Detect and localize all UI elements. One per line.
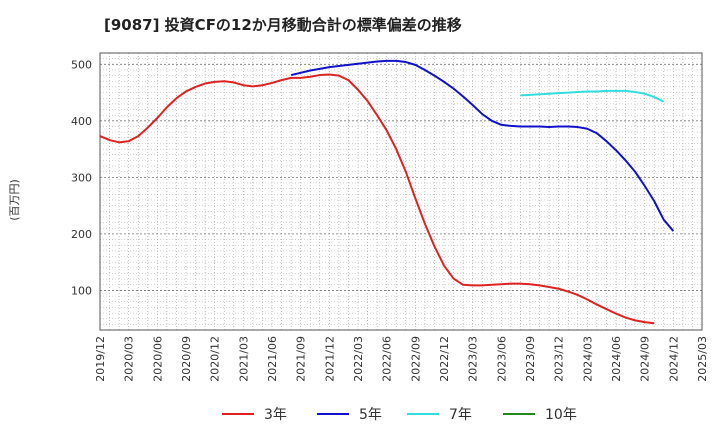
x-tick-label: 2022/12 xyxy=(438,336,451,382)
legend-label-3年: 3年 xyxy=(264,407,287,423)
x-tick-label: 2021/09 xyxy=(295,336,308,382)
x-tick-label: 2020/09 xyxy=(180,336,193,382)
x-tick-label: 2022/06 xyxy=(381,336,394,382)
x-tick-label: 2020/03 xyxy=(123,336,136,382)
legend-label-7年: 7年 xyxy=(449,407,472,423)
chart-title: [9087] 投資CFの12か月移動合計の標準偏差の推移 xyxy=(104,16,462,34)
x-tick-label: 2023/09 xyxy=(524,336,537,382)
x-tick-label: 2021/06 xyxy=(266,336,279,382)
x-tick-label: 2021/03 xyxy=(237,336,250,382)
y-axis: 100 200 300 400 500 xyxy=(71,58,92,297)
x-tick-label: 2021/12 xyxy=(323,336,336,382)
x-tick-label: 2022/09 xyxy=(409,336,422,382)
x-tick-label: 2020/06 xyxy=(151,336,164,382)
x-tick-label: 2024/09 xyxy=(639,336,652,382)
x-tick-label: 2024/03 xyxy=(581,336,594,382)
y-tick-label: 200 xyxy=(71,228,92,241)
x-tick-label: 2023/12 xyxy=(553,336,566,382)
series-line-5年 xyxy=(290,59,675,232)
y-tick-label: 400 xyxy=(71,115,92,128)
x-tick-label: 2020/12 xyxy=(209,336,222,382)
y-tick-label: 100 xyxy=(71,284,92,297)
y-tick-label: 500 xyxy=(71,58,92,71)
legend-label-5年: 5年 xyxy=(359,407,382,423)
legend: 3年 5年 7年 10年 xyxy=(222,407,577,423)
y-tick-label: 300 xyxy=(71,171,92,184)
plot-area-frame xyxy=(99,52,703,331)
y-axis-label: (百万円) xyxy=(8,179,21,221)
series-group xyxy=(99,59,675,325)
legend-label-10年: 10年 xyxy=(545,407,577,423)
x-tick-label: 2025/03 xyxy=(696,336,709,382)
x-axis: 2019/12 2020/03 2020/06 2020/09 2020/12 2021/… xyxy=(94,336,709,382)
grid xyxy=(99,53,703,330)
x-tick-label: 2022/03 xyxy=(352,336,365,382)
x-tick-label: 2023/06 xyxy=(495,336,508,382)
series-line-7年 xyxy=(520,89,665,103)
x-tick-label: 2024/12 xyxy=(667,336,680,382)
x-tick-label: 2023/03 xyxy=(467,336,480,382)
x-tick-label: 2019/12 xyxy=(94,336,107,382)
x-tick-label: 2024/06 xyxy=(610,336,623,382)
series-line-3年 xyxy=(99,73,655,325)
